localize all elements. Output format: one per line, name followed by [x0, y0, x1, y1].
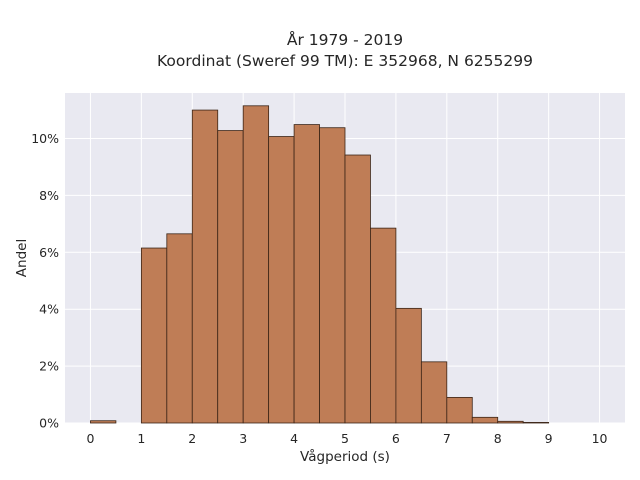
y-tick-label: 10%	[31, 131, 59, 146]
histogram-bar	[370, 227, 397, 424]
y-axis-label: Andel	[14, 239, 30, 277]
chart-title-line-1: År 1979 - 2019	[287, 30, 403, 49]
x-tick-label: 2	[188, 431, 196, 446]
histogram-bar	[293, 124, 320, 424]
y-tick-label: 8%	[39, 188, 59, 203]
x-axis-ticks: 0 1 2 3 4 5 6 7 8 9 10	[86, 431, 607, 446]
histogram-bar	[471, 416, 499, 424]
bars	[90, 105, 550, 424]
histogram-bar	[191, 109, 219, 424]
histogram-bar	[344, 154, 371, 424]
histogram-bar	[90, 420, 117, 424]
histogram-bar	[395, 307, 422, 424]
y-axis-ticks: 0% 2% 4% 6% 8% 10%	[31, 131, 59, 430]
x-tick-label: 9	[545, 431, 553, 446]
x-tick-label: 1	[137, 431, 145, 446]
x-tick-label: 4	[290, 431, 298, 446]
y-tick-label: 0%	[39, 416, 59, 431]
x-tick-label: 6	[392, 431, 400, 446]
x-tick-label: 10	[592, 431, 608, 446]
histogram-bar	[497, 420, 524, 424]
x-axis-label: Vågperiod (s)	[300, 448, 390, 465]
histogram-bar	[420, 361, 448, 424]
x-tick-label: 8	[494, 431, 502, 446]
histogram-bar	[446, 396, 473, 424]
histogram-bar	[522, 422, 550, 424]
histogram-bar	[166, 233, 193, 424]
histogram-bar	[140, 247, 168, 424]
x-tick-label: 0	[86, 431, 94, 446]
chart-title-line-2: Koordinat (Sweref 99 TM): E 352968, N 62…	[157, 52, 533, 70]
x-tick-label: 3	[239, 431, 247, 446]
x-tick-label: 5	[341, 431, 349, 446]
y-tick-label: 2%	[39, 359, 59, 374]
histogram-bar	[268, 136, 295, 424]
histogram-bar	[319, 127, 346, 424]
histogram-bar	[242, 105, 270, 424]
y-tick-label: 6%	[39, 245, 59, 260]
histogram-bar	[217, 130, 244, 424]
x-tick-label: 7	[443, 431, 451, 446]
y-tick-label: 4%	[39, 302, 59, 317]
